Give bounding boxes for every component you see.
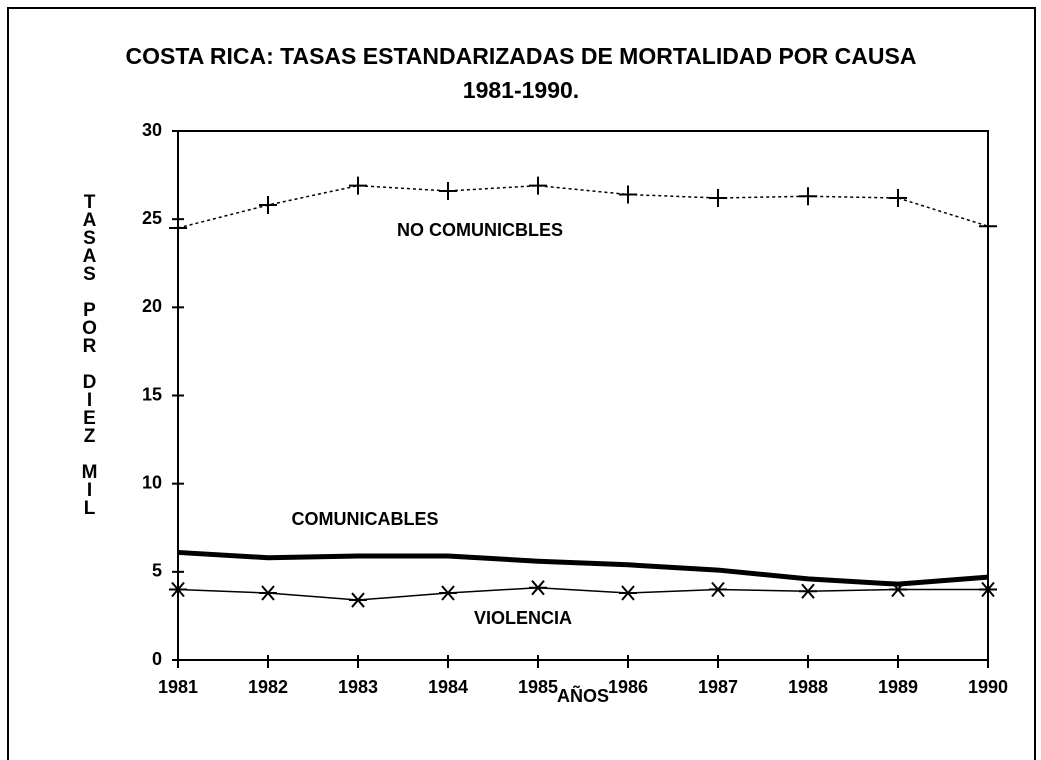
chart-subtitle: 1981-1990. — [463, 77, 579, 103]
x-tick-label: 1982 — [248, 677, 288, 697]
point-marker — [979, 581, 997, 598]
x-axis-label: AÑOS — [557, 685, 609, 706]
x-tick-label: 1983 — [338, 677, 378, 697]
x-tick-label: 1984 — [428, 677, 468, 697]
series-line — [177, 586, 988, 601]
point-marker — [349, 176, 367, 195]
y-tick-label: 15 — [142, 384, 162, 404]
point-marker — [979, 217, 997, 236]
point-marker — [709, 581, 727, 598]
y-tick-label: 30 — [142, 120, 162, 140]
point-marker — [439, 181, 457, 200]
x-tick-label: 1985 — [518, 677, 558, 697]
point-marker — [349, 592, 367, 608]
point-marker — [889, 581, 907, 598]
y-tick-label: 20 — [142, 296, 162, 316]
point-marker — [889, 189, 907, 208]
x-tick-label: 1988 — [788, 677, 828, 697]
series-line — [177, 549, 989, 587]
point-marker — [529, 580, 547, 596]
point-marker — [619, 185, 637, 204]
series-label: VIOLENCIA — [474, 608, 572, 628]
series-label: COMUNICABLES — [292, 509, 439, 529]
y-tick-label: 0 — [152, 649, 162, 669]
series-line — [177, 184, 989, 229]
x-tick-label: 1987 — [698, 677, 738, 697]
y-tick-label: 5 — [152, 561, 162, 581]
point-marker — [799, 583, 817, 599]
frame — [7, 7, 1036, 760]
point-marker — [169, 581, 187, 598]
y-axis-label: TASAS POR DIEZ MIL — [79, 192, 100, 516]
point-marker — [259, 196, 277, 215]
point-marker — [259, 585, 277, 601]
x-tick-label: 1981 — [158, 677, 198, 697]
x-tick-label: 1990 — [968, 677, 1008, 697]
point-marker — [529, 176, 547, 195]
series-label: NO COMUNICBLES — [397, 220, 563, 240]
point-marker — [619, 585, 637, 601]
point-marker — [169, 218, 187, 237]
chart-title: COSTA RICA: TASAS ESTANDARIZADAS DE MORT… — [126, 43, 917, 69]
point-marker — [439, 585, 457, 601]
y-tick-label: 25 — [142, 208, 162, 228]
x-tick-label: 1986 — [608, 677, 648, 697]
point-marker — [799, 187, 817, 206]
point-marker — [709, 189, 727, 208]
x-tick-label: 1989 — [878, 677, 918, 697]
y-tick-label: 10 — [142, 472, 162, 492]
